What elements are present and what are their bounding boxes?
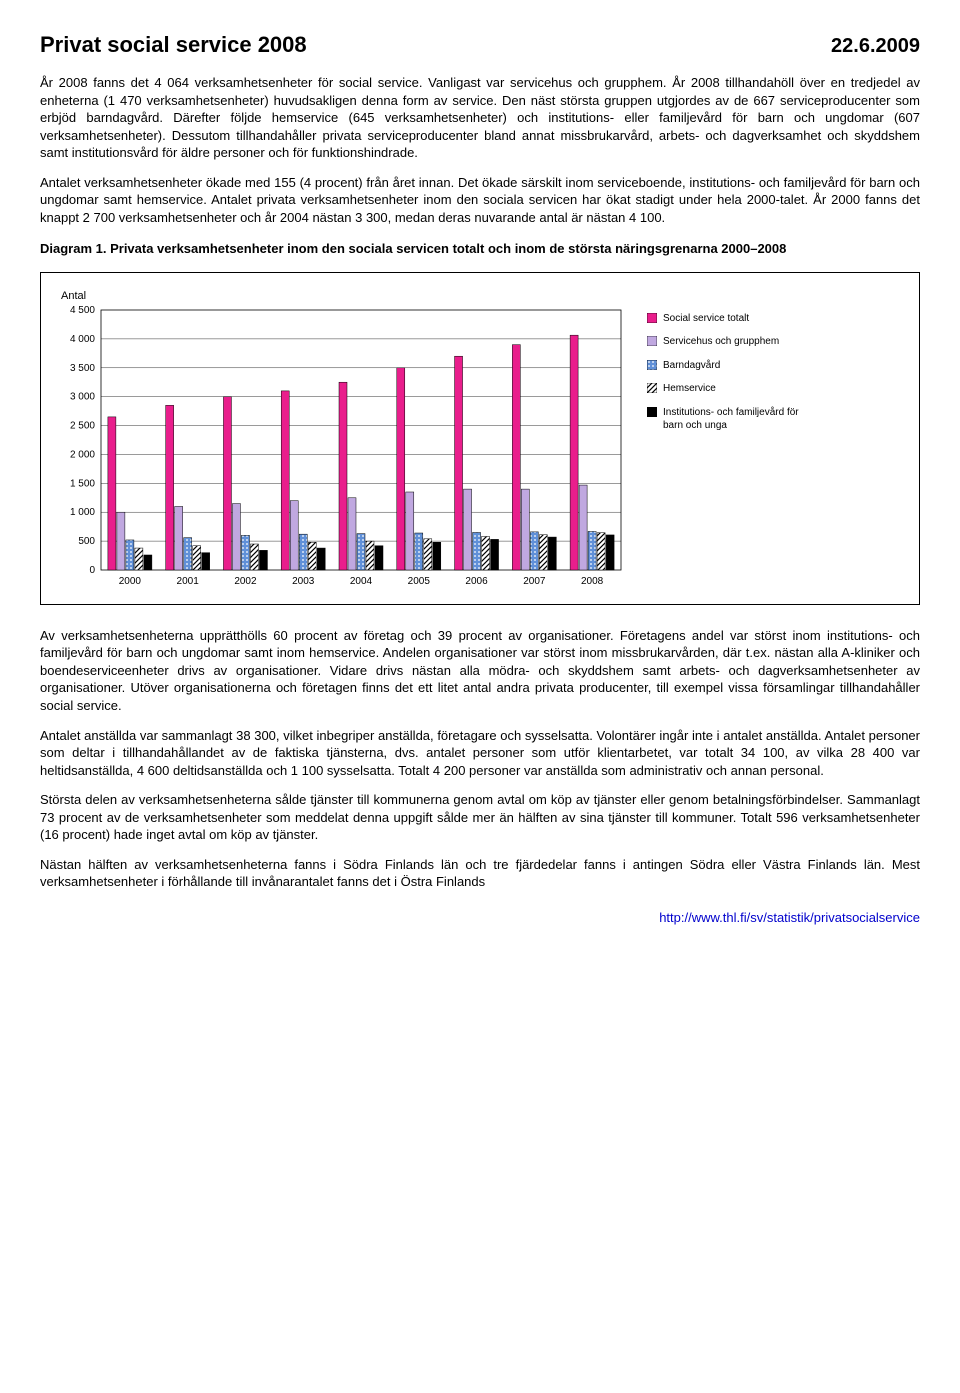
paragraph-5: Största delen av verksamhetsenheterna så… — [40, 791, 920, 844]
legend-label: Institutions- och familjevård för barn o… — [663, 406, 803, 433]
page-date: 22.6.2009 — [831, 33, 920, 60]
svg-text:2008: 2008 — [581, 576, 604, 587]
page-title: Privat social service 2008 — [40, 30, 307, 60]
svg-text:3 500: 3 500 — [70, 363, 95, 374]
svg-text:2 000: 2 000 — [70, 449, 95, 460]
paragraph-4: Antalet anställda var sammanlagt 38 300,… — [40, 727, 920, 780]
diagram-title: Diagram 1. Privata verksamhetsenheter in… — [40, 240, 920, 258]
svg-text:2002: 2002 — [234, 576, 257, 587]
svg-text:0: 0 — [89, 565, 95, 576]
paragraph-3: Av verksamhetsenheterna upprätthölls 60 … — [40, 627, 920, 715]
bar-chart: 0 500 1 000 1 500 2 000 2 500 3 000 3 500 4 000 4… — [57, 306, 627, 594]
legend-swatch — [647, 407, 657, 417]
legend-label: Hemservice — [663, 382, 716, 396]
svg-text:500: 500 — [78, 536, 95, 547]
paragraph-1: År 2008 fanns det 4 064 verksamhetsenhet… — [40, 74, 920, 162]
legend-item: Social service totalt — [647, 312, 803, 326]
footer-link[interactable]: http://www.thl.fi/sv/statistik/privatsoc… — [40, 909, 920, 927]
svg-text:1 500: 1 500 — [70, 478, 95, 489]
svg-text:2007: 2007 — [523, 576, 546, 587]
legend-swatch — [647, 383, 657, 393]
legend-swatch — [647, 313, 657, 323]
chart-y-axis-label: Antal — [61, 289, 903, 304]
chart-container: Antal 0 500 1 000 1 500 2 000 2 500 3 000 3 500… — [40, 272, 920, 605]
legend-swatch — [647, 336, 657, 346]
legend-swatch — [647, 360, 657, 370]
legend-item: Institutions- och familjevård för barn o… — [647, 406, 803, 433]
legend-label: Barndagvård — [663, 359, 720, 373]
svg-text:4 000: 4 000 — [70, 334, 95, 345]
legend-label: Social service totalt — [663, 312, 749, 326]
legend-item: Barndagvård — [647, 359, 803, 373]
paragraph-6: Nästan hälften av verksamhetsenheterna f… — [40, 856, 920, 891]
paragraph-2: Antalet verksamhetsenheter ökade med 155… — [40, 174, 920, 227]
legend-item: Servicehus och grupphem — [647, 335, 803, 349]
legend-label: Servicehus och grupphem — [663, 335, 779, 349]
svg-text:2004: 2004 — [350, 576, 373, 587]
chart-legend: Social service totalt Servicehus och grup… — [647, 312, 803, 443]
svg-text:2003: 2003 — [292, 576, 315, 587]
svg-text:2000: 2000 — [119, 576, 142, 587]
svg-text:2005: 2005 — [408, 576, 431, 587]
legend-item: Hemservice — [647, 382, 803, 396]
svg-text:3 000: 3 000 — [70, 391, 95, 402]
svg-text:1 000: 1 000 — [70, 507, 95, 518]
svg-text:2 500: 2 500 — [70, 420, 95, 431]
svg-text:2006: 2006 — [465, 576, 488, 587]
svg-text:2001: 2001 — [177, 576, 200, 587]
svg-text:4 500: 4 500 — [70, 306, 95, 316]
